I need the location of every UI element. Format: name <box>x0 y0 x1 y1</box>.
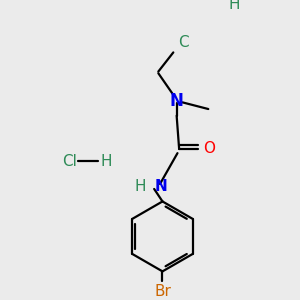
Text: N: N <box>154 179 167 194</box>
Text: H: H <box>228 0 240 12</box>
Text: H: H <box>134 179 146 194</box>
Text: Cl: Cl <box>62 154 77 169</box>
Text: O: O <box>203 142 215 157</box>
Text: H: H <box>100 154 112 169</box>
Text: Br: Br <box>154 284 171 299</box>
Text: C: C <box>178 35 189 50</box>
Text: N: N <box>170 92 184 110</box>
